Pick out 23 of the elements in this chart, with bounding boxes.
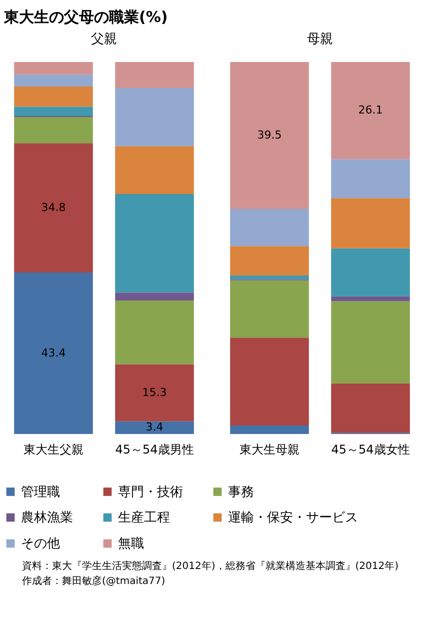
- data-label: 26.1: [358, 104, 383, 117]
- data-label: 3.4: [146, 420, 164, 434]
- x-tick-label: 45～54歳女性: [331, 442, 410, 456]
- data-label: 34.8: [41, 200, 66, 214]
- data-label: 43.4: [41, 346, 66, 360]
- x-tick-label: 東大生母親: [239, 442, 300, 456]
- text: 母親: [307, 32, 333, 47]
- legend-label: 無職: [118, 536, 144, 552]
- text: 資料：東大『学生生活実態調査』(2012年)，総務省『就業構造基本調査』(2012年): [22, 560, 400, 574]
- x-tick-label: 45～54歳男性: [115, 442, 194, 456]
- data-label: 15.3: [142, 386, 167, 399]
- text: 父親: [91, 32, 117, 47]
- legend-label: 運輸・保安・サービス: [228, 510, 358, 526]
- text: 作成者：舞田敏彦(@tmaita77): [22, 574, 166, 589]
- x-tick-label: 東大生父親: [23, 442, 84, 456]
- legend-label: 専門・技術: [118, 484, 183, 500]
- legend-label: 事務: [228, 484, 254, 500]
- legend-label: 生産工程: [118, 510, 170, 526]
- chart-title: 東大生の父母の職業(%): [3, 8, 168, 26]
- legend-label: 管理職: [21, 484, 60, 500]
- legend-label: 農林漁業: [21, 510, 73, 526]
- legend-label: その他: [21, 536, 60, 552]
- data-label: 39.5: [257, 128, 282, 142]
